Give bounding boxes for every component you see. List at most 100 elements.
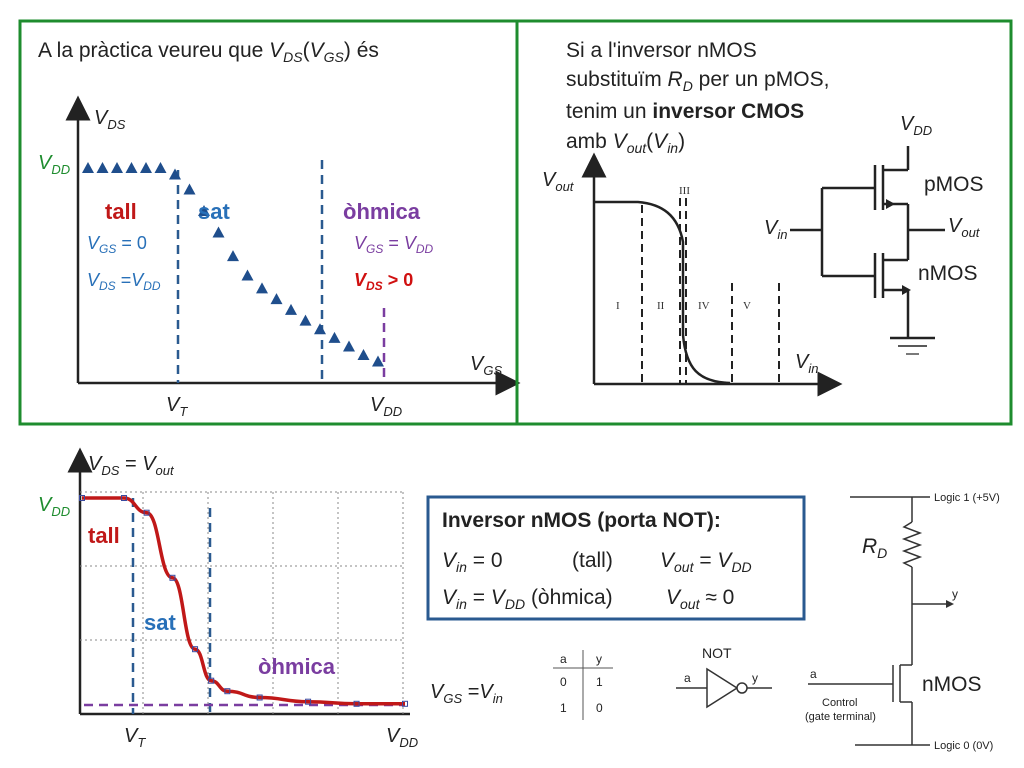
top-left-title: A la pràctica veureu que VDS(VGS) és (38, 39, 379, 65)
not-gate-output-label: y (752, 671, 758, 685)
not-gate-label: NOT (702, 645, 732, 661)
bottom-left-region-ohmica: òhmica (258, 654, 336, 679)
data-point (111, 162, 123, 173)
cmos-pmos-label: pMOS (924, 173, 984, 196)
summary-box-row2: Vin = VDD (òhmica) Vout ≈ 0 (442, 586, 734, 612)
truth-table-header-a: a (560, 652, 567, 666)
top-right-text-line4: amb Vout(Vin) (566, 130, 685, 156)
cmos-inverter-circuit (790, 146, 945, 355)
nmos-circuit-control-label: Control (822, 697, 857, 709)
top-left-axes (65, 95, 521, 396)
data-point (154, 162, 167, 173)
nmos-circuit-rd-label: RD (862, 535, 887, 561)
top-left-region-ohmica: òhmica (343, 199, 421, 224)
data-point (169, 168, 181, 180)
bottom-left-dashed-lines (84, 498, 405, 714)
nmos-circuit-gate-label: (gate terminal) (805, 711, 876, 723)
top-right-text-line1: Si a l'inversor nMOS (566, 39, 757, 62)
data-point (212, 226, 225, 238)
bottom-left-axes (67, 447, 410, 716)
nmos-circuit-nmos-label: nMOS (922, 673, 982, 696)
data-point (357, 349, 370, 361)
not-gate-input-label: a (684, 671, 691, 685)
data-point (169, 574, 176, 581)
data-point (125, 162, 138, 173)
top-right-transfer-curve (594, 200, 731, 385)
bottom-left-region-sat: sat (144, 610, 176, 635)
data-point (285, 303, 297, 315)
truth-table-cell: 1 (560, 701, 567, 715)
data-point (227, 250, 239, 262)
nmos-inverter-circuit (808, 496, 950, 746)
top-left-vdd-y-label: VDD (38, 152, 70, 177)
top-right-x-axis-label: Vin (795, 351, 818, 376)
truth-table-header-y: y (596, 652, 602, 666)
nmos-arrow-icon (902, 285, 911, 295)
cmos-vdd-label: VDD (900, 113, 932, 138)
pmos-arrow-icon (886, 199, 895, 209)
data-point (402, 700, 408, 707)
data-point (96, 162, 109, 173)
data-point (299, 314, 312, 326)
data-point (353, 700, 360, 707)
data-point (143, 509, 150, 516)
data-point (343, 340, 355, 352)
top-left-x-axis-label: VGS (470, 353, 502, 378)
summary-box (426, 495, 806, 621)
top-left-dashed-lines (176, 160, 386, 383)
data-point (256, 282, 268, 294)
data-point (208, 677, 215, 684)
truth-table-cell: 0 (596, 701, 603, 715)
cmos-nmos-label: nMOS (918, 262, 978, 285)
nmos-circuit-logic0-label: Logic 0 (0V) (934, 740, 993, 752)
bottom-left-transfer-curve (82, 496, 405, 706)
data-point (198, 205, 210, 216)
top-left-vdd-x-label: VDD (370, 394, 402, 419)
top-right-text-line3: tenim un inversor CMOS (566, 100, 804, 123)
summary-box-title: Inversor nMOS (porta NOT): (442, 509, 721, 532)
data-point (241, 269, 254, 281)
data-point (372, 355, 384, 367)
top-left-y-axis-label: VDS (94, 107, 126, 132)
top-right-region-II: II (657, 300, 665, 312)
panel-top-left-frame (18, 19, 519, 426)
truth-table: a y 0 1 1 0 (553, 650, 613, 720)
data-point (192, 646, 199, 653)
data-point (140, 162, 152, 173)
top-left-data-points (82, 162, 384, 367)
bottom-left-vdd-x-label: VDD (386, 725, 418, 750)
data-point (256, 694, 263, 701)
top-left-region-tall: tall (105, 199, 137, 224)
bottom-left-y-axis-label: VDS = Vout (88, 453, 175, 478)
data-point (82, 162, 94, 173)
nmos-circuit-y-label: y (952, 587, 958, 601)
top-right-region-III: III (679, 185, 690, 197)
data-point (183, 183, 196, 195)
bottom-left-x-axis-label: VGS =Vin (430, 681, 503, 706)
data-point (305, 698, 312, 705)
nmos-circuit-a-label: a (810, 667, 817, 681)
nmos-circuit-logic1-label: Logic 1 (+5V) (934, 492, 1000, 504)
top-left-cond-ohmica-2: VDS > 0 (354, 270, 413, 293)
bottom-left-vt-label: VT (124, 725, 146, 750)
bottom-left-data-points (79, 495, 408, 707)
top-right-y-axis-label: Vout (542, 169, 575, 194)
nmos-circuit-output-arrow-icon (946, 600, 954, 608)
data-point (224, 688, 231, 695)
top-left-cond-tall-2: VDS =VDD (87, 270, 161, 293)
bottom-left-grid (80, 491, 405, 714)
top-left-cond-ohmica-1: VGS = VDD (354, 233, 434, 256)
panel-top-right-frame (515, 19, 1013, 426)
top-right-region-I: I (616, 300, 620, 312)
data-point (79, 495, 85, 501)
data-point (314, 323, 326, 335)
top-left-region-sat: sat (198, 199, 230, 224)
truth-table-cell: 0 (560, 675, 567, 689)
summary-box-row1: Vin = 0 (tall) Vout = VDD (442, 549, 752, 575)
not-gate-symbol: NOT a y (676, 645, 772, 709)
top-right-region-V: V (743, 300, 751, 312)
data-point (328, 331, 341, 343)
top-right-region-IV: IV (698, 300, 710, 312)
truth-table-cell: 1 (596, 675, 603, 689)
